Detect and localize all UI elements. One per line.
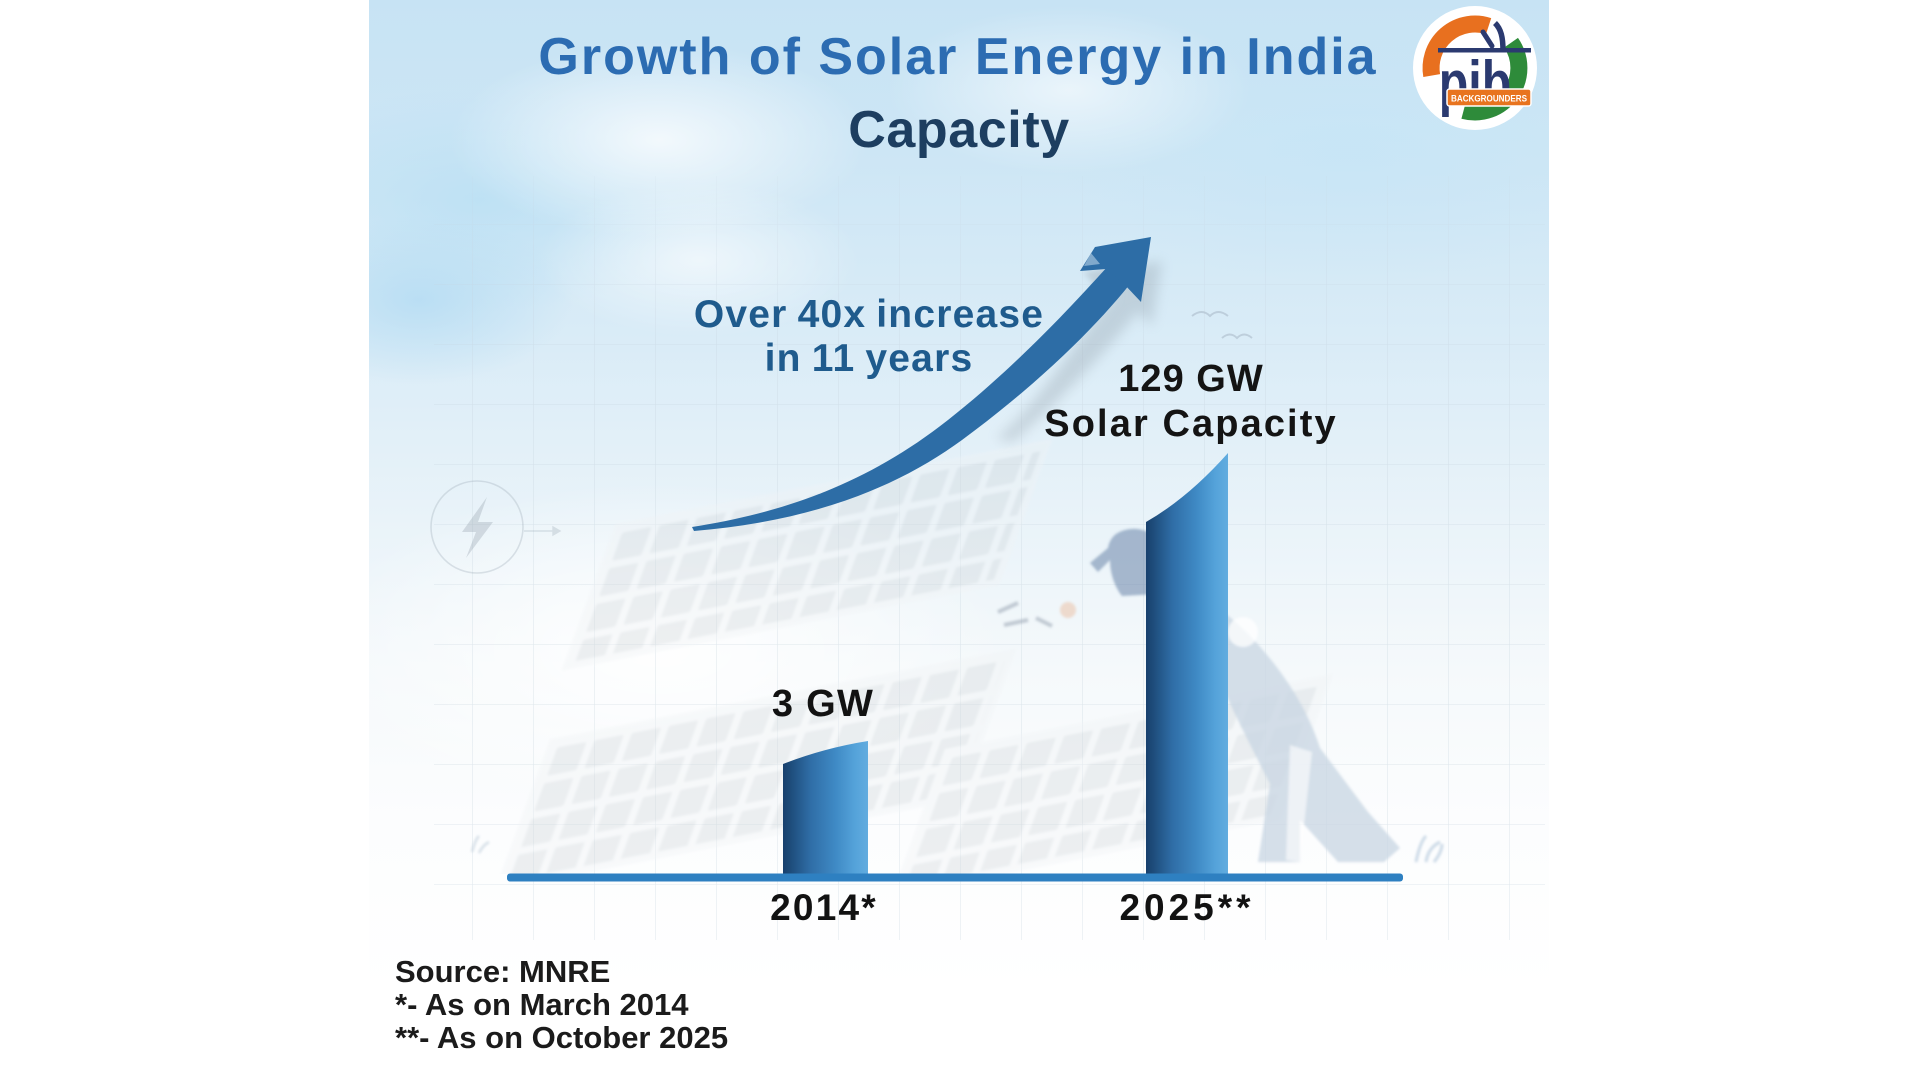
svg-text:BACKGROUNDERS: BACKGROUNDERS [1451, 94, 1527, 104]
svg-text:pib: pib [1439, 48, 1511, 117]
